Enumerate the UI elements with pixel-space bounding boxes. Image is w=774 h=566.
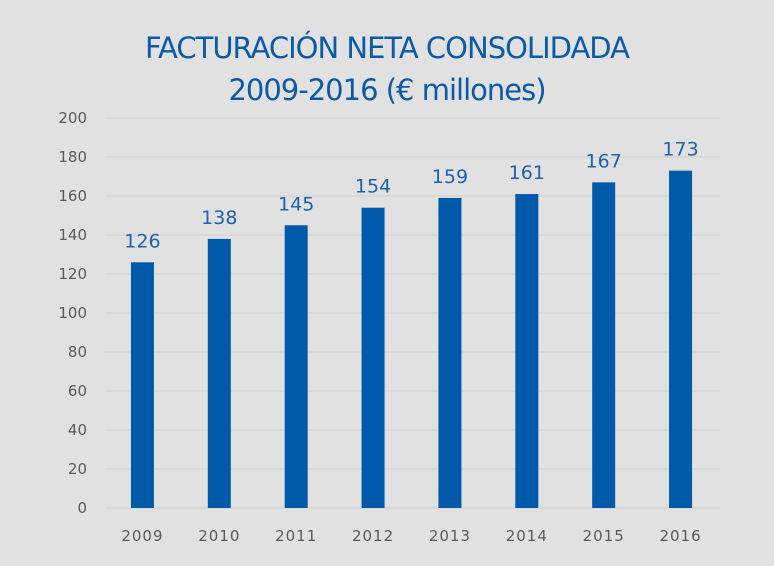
- y-tick-label: 140: [58, 226, 87, 244]
- data-label: 159: [432, 166, 468, 188]
- x-tick-label: 2012: [352, 527, 394, 545]
- data-label: 138: [201, 207, 237, 229]
- chart-title: FACTURACIÓN NETA CONSOLIDADA: [145, 31, 630, 65]
- bar-2015: [592, 182, 616, 508]
- x-tick-label: 2009: [121, 527, 163, 545]
- bar-2011: [284, 225, 308, 508]
- x-tick-label: 2011: [275, 527, 317, 545]
- x-tick-label: 2016: [659, 527, 701, 545]
- y-axis-ticks: 0 20 40 60 80 100 120 140 160 180 200: [58, 109, 87, 517]
- chart-subtitle: 2009-2016 (€ millones): [228, 73, 546, 107]
- x-tick-label: 2014: [506, 527, 548, 545]
- y-tick-label: 100: [58, 304, 87, 322]
- data-label: 173: [662, 139, 698, 161]
- bar-2012: [361, 207, 385, 508]
- bars: [130, 170, 693, 509]
- data-label: 145: [278, 193, 314, 215]
- y-tick-label: 20: [68, 460, 87, 478]
- y-tick-label: 160: [58, 187, 87, 205]
- x-tick-label: 2010: [198, 527, 240, 545]
- bar-2013: [438, 197, 462, 508]
- x-axis-ticks: 2009 2010 2011 2012 2013 2014 2015 2016: [121, 527, 701, 545]
- y-tick-label: 0: [77, 499, 87, 517]
- bar-2014: [515, 194, 539, 509]
- bar-2016: [669, 170, 693, 508]
- data-label: 154: [355, 176, 391, 198]
- bar-2010: [207, 238, 231, 508]
- y-tick-label: 40: [68, 421, 87, 439]
- data-label: 161: [509, 162, 545, 184]
- data-labels: 126 138 145 154 159 161 167 173: [124, 139, 698, 253]
- gridlines: [105, 117, 720, 509]
- bar-2009: [130, 262, 154, 508]
- x-tick-label: 2015: [583, 527, 625, 545]
- data-label: 167: [586, 150, 622, 172]
- x-tick-label: 2013: [429, 527, 471, 545]
- y-tick-label: 80: [68, 343, 87, 361]
- y-tick-label: 200: [58, 109, 87, 127]
- y-tick-label: 60: [68, 382, 87, 400]
- y-tick-label: 120: [58, 265, 87, 283]
- data-label: 126: [124, 230, 160, 252]
- y-tick-label: 180: [58, 148, 87, 166]
